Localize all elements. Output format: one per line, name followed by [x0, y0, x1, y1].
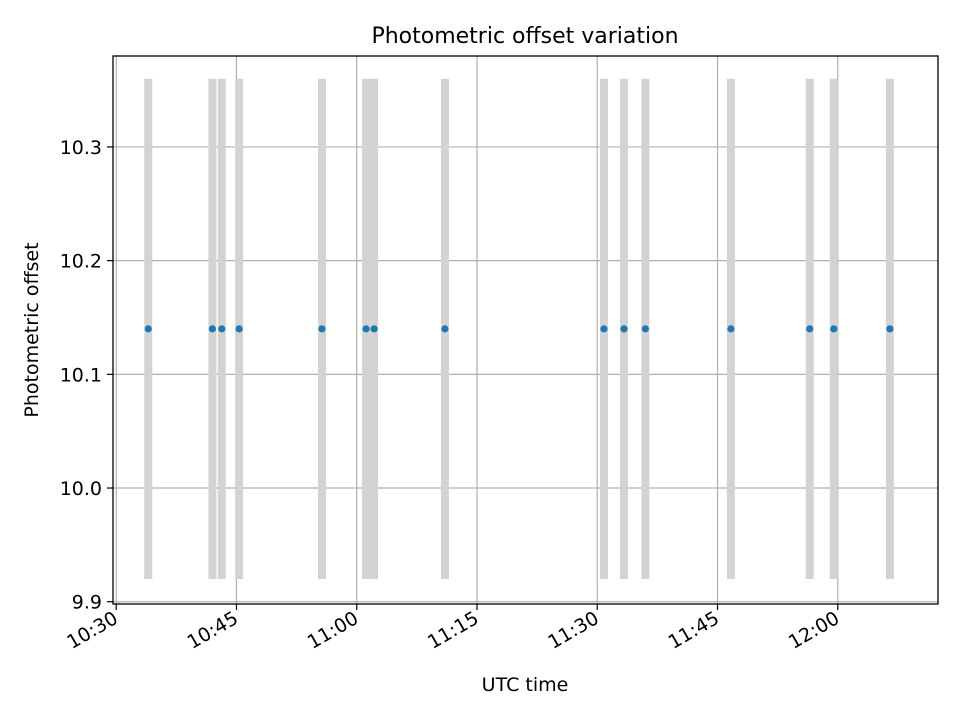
- data-point: [370, 325, 378, 333]
- data-point: [362, 325, 370, 333]
- data-point: [806, 325, 814, 333]
- data-point: [830, 325, 838, 333]
- data-point: [886, 325, 894, 333]
- x-axis-label: UTC time: [482, 674, 569, 696]
- y-axis-ticks: 9.9 10.0 10.1 10.2 10.3: [60, 137, 113, 614]
- data-point: [600, 325, 608, 333]
- plot-frame: [112, 55, 939, 605]
- data-point: [235, 325, 243, 333]
- chart-title: Photometric offset variation: [371, 24, 678, 49]
- y-tick-label: 10.3: [60, 137, 102, 159]
- data-points: [144, 325, 894, 333]
- y-tick-label: 10.2: [60, 251, 102, 273]
- data-point: [641, 325, 649, 333]
- data-point: [441, 325, 449, 333]
- data-point: [208, 325, 217, 333]
- y-axis-label: Photometric offset: [21, 242, 43, 417]
- y-tick-label: 10.1: [60, 364, 102, 386]
- data-point: [318, 325, 326, 333]
- data-point: [218, 325, 226, 333]
- y-tick-label: 9.9: [72, 592, 102, 614]
- y-tick-label: 10.0: [60, 478, 102, 500]
- data-point: [727, 325, 735, 333]
- plot-area: [112, 55, 939, 605]
- data-point: [620, 325, 628, 333]
- data-point: [144, 325, 152, 333]
- grid-lines: [113, 56, 938, 604]
